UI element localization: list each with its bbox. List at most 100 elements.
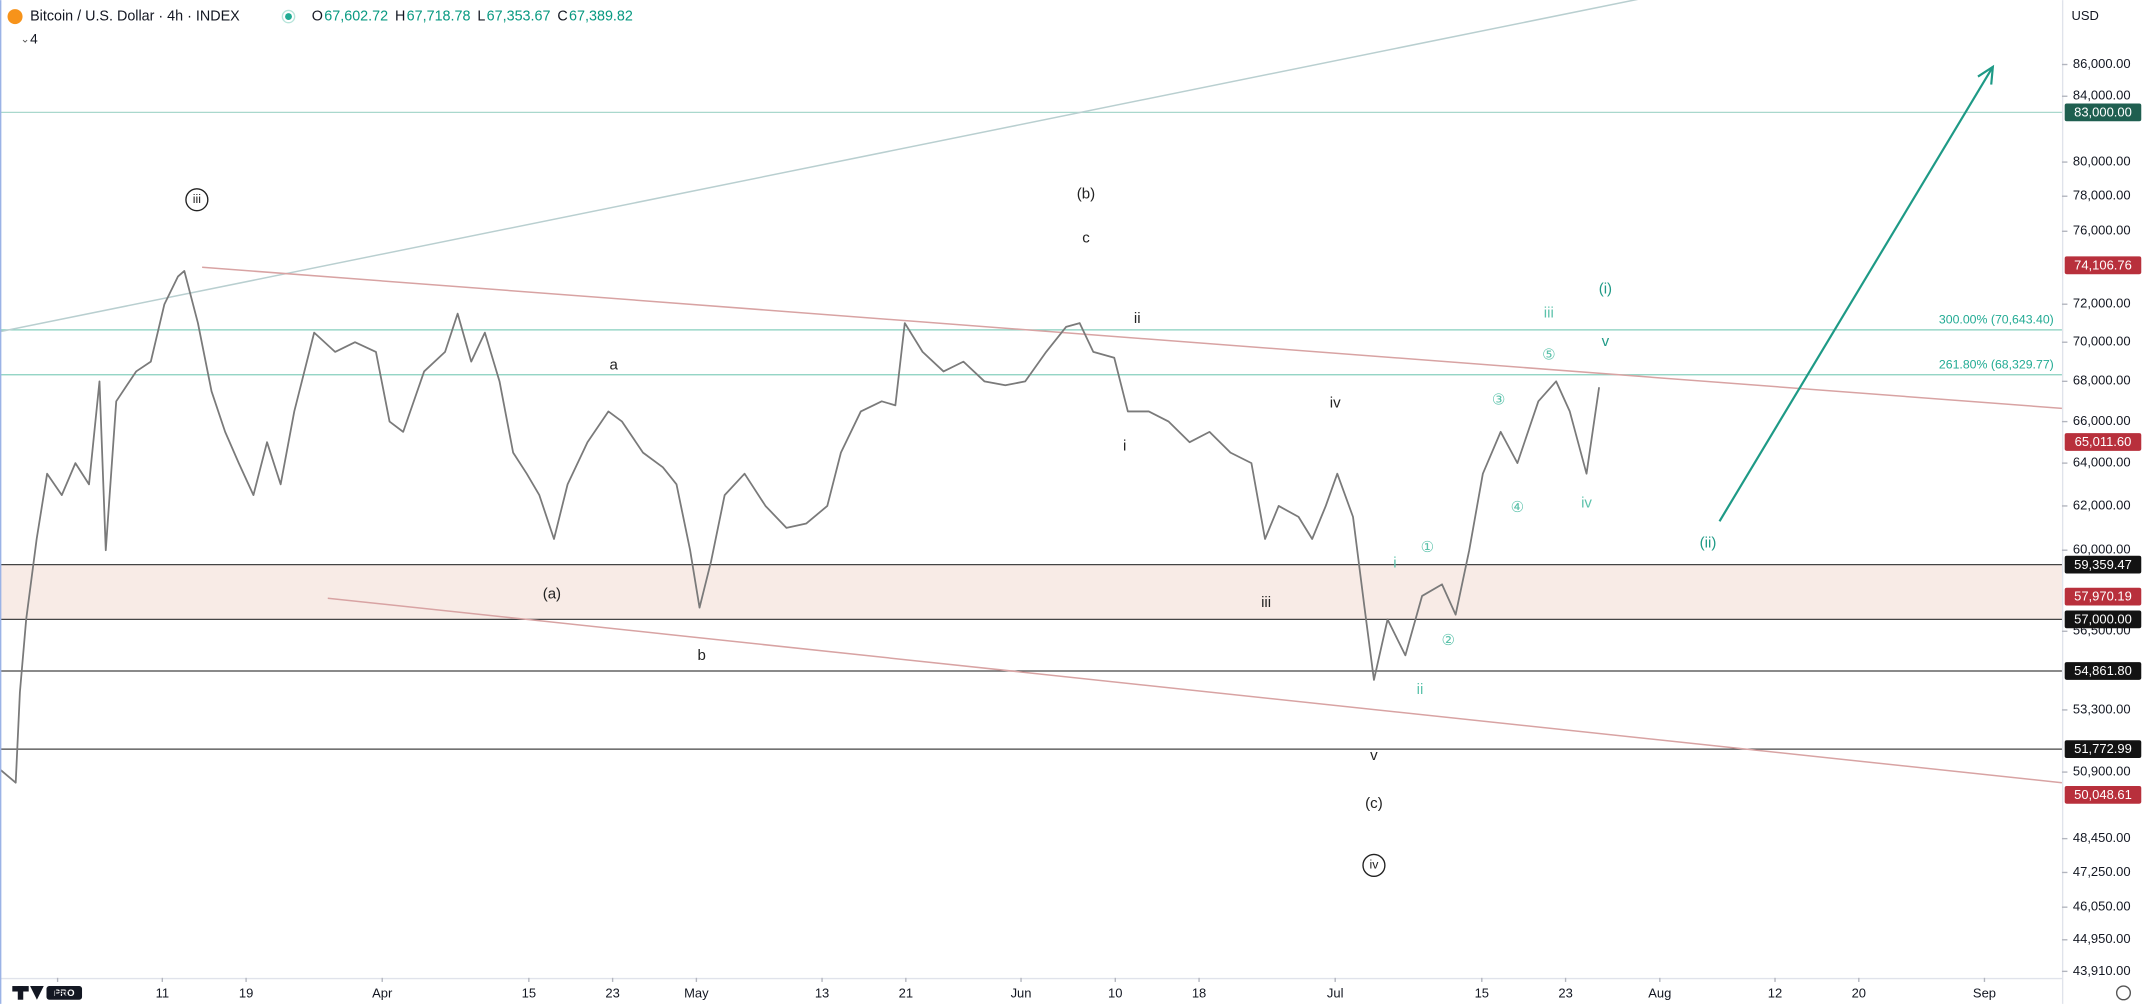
x-tick-label: Sep	[1973, 986, 1996, 1001]
price-tag	[2064, 256, 2142, 275]
ohlc-key: C	[557, 8, 567, 24]
x-tick-label: 12	[1768, 986, 1782, 1001]
ohlc-key: L	[477, 8, 485, 24]
ohlc-value: 67,602.72	[324, 8, 388, 24]
wave-label: (c)	[1365, 795, 1383, 812]
x-tick-label: 23	[1558, 986, 1572, 1001]
wave-label: a	[609, 357, 618, 374]
wave-label: ii	[1417, 681, 1424, 698]
price-tag-label: 65,011.60	[2075, 434, 2132, 449]
x-tick-label: 20	[1852, 986, 1866, 1001]
y-tick-label: 76,000.00	[2073, 223, 2131, 238]
wave-label: iii	[1261, 594, 1271, 611]
y-tick-label: 44,950.00	[2073, 931, 2131, 946]
logo-part	[17, 986, 24, 1000]
wave-label: c	[1082, 229, 1090, 246]
wave-label: i	[1123, 437, 1126, 454]
y-tick-label: 50,900.00	[2073, 764, 2131, 779]
ohlc-key: H	[395, 8, 405, 24]
collapse-chevron[interactable]: ⌄	[21, 34, 30, 46]
wave-label: (ii)	[1700, 534, 1717, 551]
ohlc-key: O	[312, 8, 323, 24]
x-tick-label: 23	[605, 986, 619, 1001]
symbol-title: Bitcoin / U.S. Dollar · 4h · INDEX	[30, 8, 240, 24]
y-tick-label: 64,000.00	[2073, 455, 2131, 470]
wave-label: ii	[1134, 310, 1141, 327]
currency[interactable]: USD	[2072, 8, 2099, 23]
status-dot	[285, 13, 292, 21]
wave-label: b	[697, 647, 705, 664]
x-tick-label: 19	[239, 986, 253, 1001]
price-tag	[2064, 587, 2142, 606]
logo-badge	[46, 986, 83, 1000]
price-tag-label: 50,048.61	[2074, 787, 2132, 802]
logo-part	[30, 986, 44, 1000]
wave-label: iii	[193, 192, 201, 206]
x-tick-label: 21	[899, 986, 913, 1001]
wave-label: (b)	[1077, 185, 1095, 202]
price-tag-label: 59,359.47	[2074, 557, 2132, 572]
wave-label: (i)	[1599, 280, 1612, 297]
y-tick-label: 47,250.00	[2073, 864, 2131, 879]
wave-label: ①	[1421, 539, 1434, 556]
price-tag	[2064, 610, 2142, 629]
price-tag-label: 57,000.00	[2074, 611, 2132, 626]
x-tick-label: May	[684, 986, 709, 1001]
price-tag-label: 54,861.80	[2074, 663, 2132, 678]
indicator-count[interactable]: 4	[30, 31, 38, 46]
trendline	[202, 266, 2063, 410]
y-tick-label: 62,000.00	[2073, 497, 2131, 512]
wave-label: iv	[1330, 394, 1341, 411]
logo-badge-text: PRO	[54, 988, 75, 999]
settings-button[interactable]	[2115, 985, 2132, 1001]
y-tick-label: 66,000.00	[2073, 413, 2131, 428]
zone	[0, 564, 2062, 620]
status-ring	[281, 9, 296, 24]
tv-logo: PRO	[12, 986, 83, 1000]
x-tick-label: Aug	[1648, 986, 1671, 1001]
price-tag	[2064, 103, 2142, 122]
price-tag	[2064, 433, 2142, 451]
price-tag	[2064, 555, 2142, 574]
ohlc-value: 67,389.82	[569, 8, 633, 24]
level-label: 300.00% (70,643.40)	[1939, 313, 2054, 327]
y-tick-label: 86,000.00	[2073, 56, 2131, 71]
y-tick-label: 72,000.00	[2073, 296, 2131, 311]
y-tick-label: 84,000.00	[2073, 88, 2131, 103]
y-tick-label: 53,300.00	[2073, 701, 2131, 716]
y-tick-label: 70,000.00	[2073, 334, 2131, 349]
wave-label: iv	[1581, 495, 1592, 512]
symbol-icon	[7, 9, 23, 25]
wave-label: ②	[1442, 632, 1455, 649]
wave-label: ④	[1511, 499, 1524, 516]
wave-label: ③	[1492, 391, 1505, 408]
wave-label: (a)	[543, 586, 561, 603]
wave-label: iii	[1544, 305, 1554, 322]
wave-label: v	[1370, 747, 1378, 764]
price-tag	[2064, 662, 2142, 680]
price-line	[0, 270, 1600, 784]
trendline	[0, 0, 1639, 333]
price-tag-label: 57,970.19	[2074, 589, 2132, 604]
plot-area: 300.00% (70,643.40)261.80% (68,329.77)ii…	[0, 0, 2063, 877]
price-tag	[2064, 740, 2142, 759]
wave-label: i	[1393, 555, 1396, 572]
price-tag-label: 51,772.99	[2074, 741, 2132, 756]
x-tick-label: 15	[1475, 986, 1489, 1001]
x-tick-label: Mar	[46, 986, 69, 1001]
ohlc-value: 67,718.78	[407, 8, 471, 24]
y-tick-label: 48,450.00	[2073, 830, 2131, 845]
wave-circle	[185, 188, 209, 212]
x-tick-label: 18	[1192, 986, 1206, 1001]
y-tick-label: 46,050.00	[2073, 899, 2131, 914]
x-tick-label: 13	[815, 986, 829, 1001]
wave-circle	[1362, 853, 1386, 877]
x-tick-label: Jul	[1327, 986, 1344, 1001]
arrow-head	[1977, 64, 1995, 85]
price-tag-label: 83,000.00	[2074, 105, 2132, 120]
price-tag	[2064, 785, 2142, 804]
ohlc-value: 67,353.67	[487, 8, 551, 24]
y-tick-label: 80,000.00	[2073, 153, 2131, 168]
